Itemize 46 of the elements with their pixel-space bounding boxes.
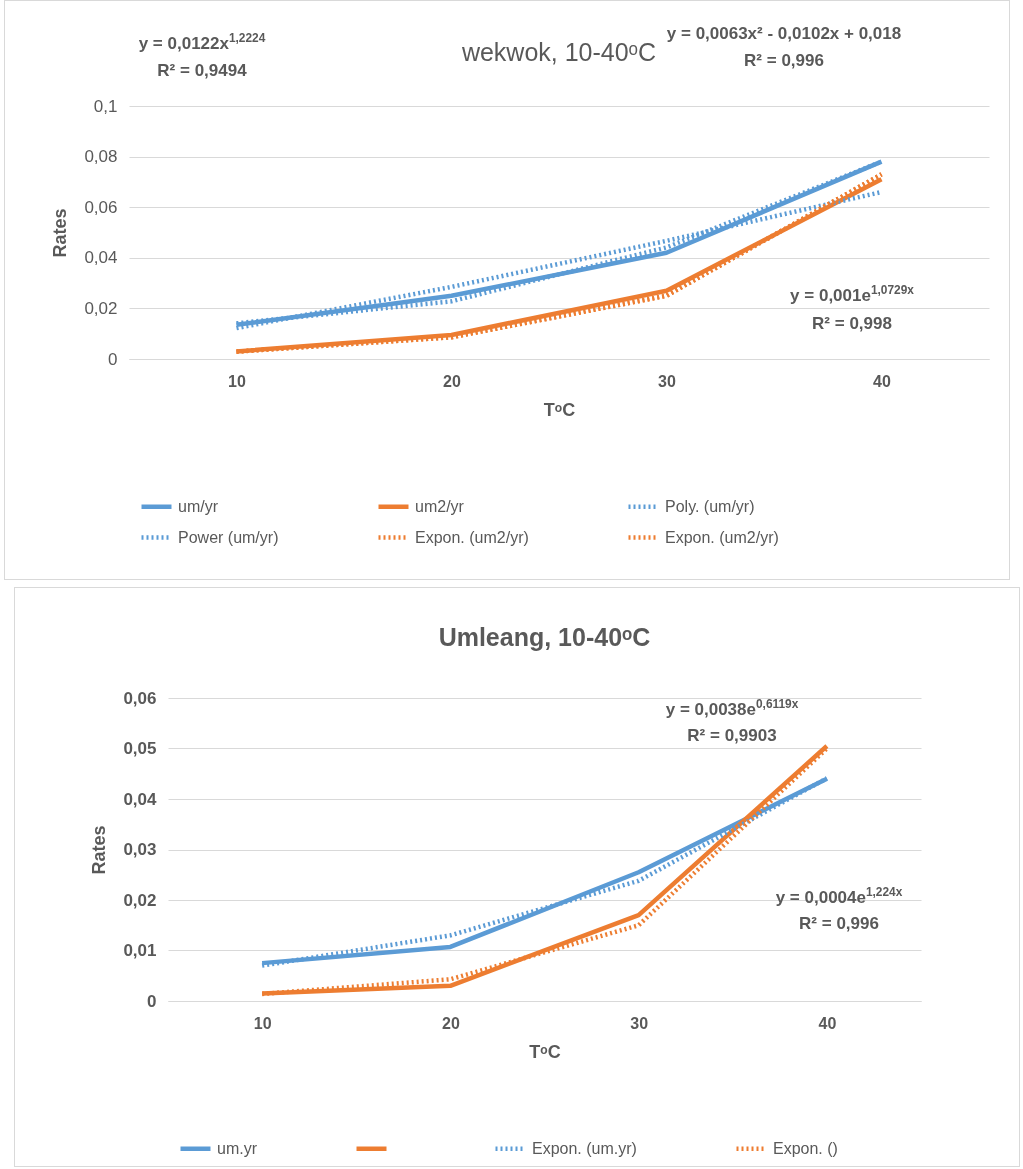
y-tick-label: 0,04: [84, 248, 118, 268]
x-tick-label: 30: [658, 372, 676, 390]
y-axis-title: Rates: [50, 208, 71, 258]
x-tick-label: 40: [818, 1014, 837, 1032]
y-axis-title: Rates: [89, 825, 110, 875]
y-tick-label: 0,03: [123, 840, 157, 859]
annotation: R² = 0,996: [799, 914, 879, 933]
y-tick-label: 0,02: [84, 298, 118, 318]
y-tick-label: 0,05: [123, 739, 157, 758]
x-axis-title: TᵒC: [543, 399, 576, 420]
x-tick-label: 20: [443, 372, 461, 390]
x-tick-label: 30: [630, 1014, 649, 1032]
y-tick-label: 0: [108, 349, 118, 369]
legend-label: Poly. (um/yr): [665, 497, 755, 515]
x-axis-title: TᵒC: [529, 1041, 561, 1062]
y-tick-label: 0: [147, 991, 157, 1011]
chart-title: Umleang, 10-40ᵒC: [438, 623, 651, 651]
legend-label: Expon. (um2/yr): [665, 528, 779, 546]
annotation: R² = 0,998: [812, 314, 892, 333]
legend-label: um2/yr: [415, 497, 465, 515]
legend-label: Expon. (): [773, 1139, 838, 1157]
y-tick-label: 0,02: [123, 890, 157, 910]
legend-label: um.yr: [217, 1139, 258, 1157]
y-tick-label: 0,06: [84, 197, 118, 217]
y-tick-label: 0,1: [93, 96, 118, 116]
annotation: y = 0,0004e$^{1,224x}$: [775, 885, 903, 907]
chart-title: wekwok, 10-40ᵒC: [460, 38, 657, 66]
text: y = 0,0063x² - 0,0102x + 0,018: [666, 24, 902, 43]
x-tick-label: 10: [253, 1014, 272, 1032]
legend-label: Expon. (um.yr): [532, 1139, 637, 1157]
legend-label: um/yr: [178, 497, 219, 515]
y-tick-label: 0,08: [84, 147, 118, 167]
text: R² = 0,9494: [157, 61, 248, 80]
annotation: y = 0,001e$^{1,0729x}$: [790, 283, 915, 305]
annotation: y = 0,0038e$^{0,6119x}$: [665, 697, 799, 719]
y-tick-label: 0,01: [123, 941, 157, 960]
x-tick-label: 20: [441, 1014, 460, 1032]
y-tick-label: 0,06: [123, 688, 157, 708]
legend-label: Expon. (um2/yr): [415, 528, 529, 546]
text: y = 0,0122x$^{1,2224}$: [138, 31, 266, 53]
y-tick-label: 0,04: [123, 789, 158, 809]
legend-label: Power (um/yr): [178, 528, 279, 546]
text: R² = 0,996: [744, 51, 824, 70]
x-tick-label: 40: [873, 372, 891, 390]
annotation: R² = 0,9903: [687, 726, 777, 745]
x-tick-label: 10: [228, 372, 246, 390]
